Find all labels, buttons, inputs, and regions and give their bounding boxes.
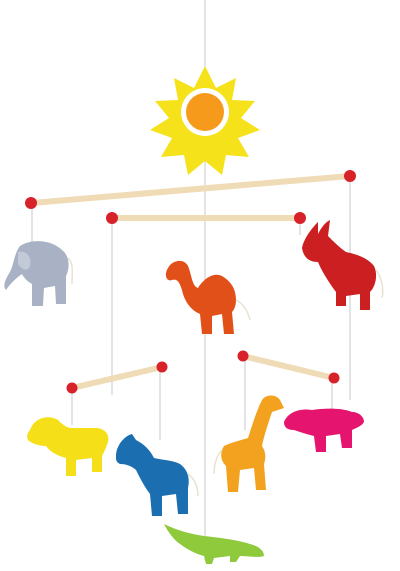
donkey-body	[302, 220, 377, 310]
elephant-ear	[18, 251, 31, 270]
bead	[328, 372, 340, 384]
elephant-body	[4, 241, 69, 306]
donkey-tail	[375, 269, 384, 299]
zebra-tail	[187, 473, 199, 497]
lower-left-rod	[69, 364, 165, 391]
camel-body	[165, 260, 236, 334]
bead	[106, 212, 118, 224]
bead	[237, 350, 249, 362]
lion-body	[27, 417, 109, 476]
rhino-figure	[284, 408, 364, 452]
lower-right-rod	[240, 353, 337, 381]
donkey-figure	[302, 220, 384, 310]
camel-tail	[235, 299, 251, 321]
rhino-body	[284, 408, 364, 452]
top-rod	[29, 173, 353, 206]
zebra-figure	[116, 434, 199, 516]
bead	[25, 197, 37, 209]
bead	[66, 382, 78, 394]
sun-figure	[150, 66, 260, 175]
elephant-figure	[4, 241, 74, 306]
elephant-tail	[67, 257, 74, 285]
camel-figure	[165, 260, 251, 334]
crocodile-body	[164, 524, 264, 564]
giraffe-figure	[213, 395, 284, 492]
giraffe-tail	[213, 449, 223, 475]
crocodile-figure	[164, 524, 264, 564]
giraffe-body	[221, 395, 284, 492]
bead	[294, 212, 306, 224]
lion-figure	[27, 417, 109, 476]
zebra-body	[116, 434, 189, 516]
bead	[344, 170, 356, 182]
rods	[25, 170, 356, 394]
bead	[156, 361, 168, 373]
sun-core	[186, 93, 224, 131]
